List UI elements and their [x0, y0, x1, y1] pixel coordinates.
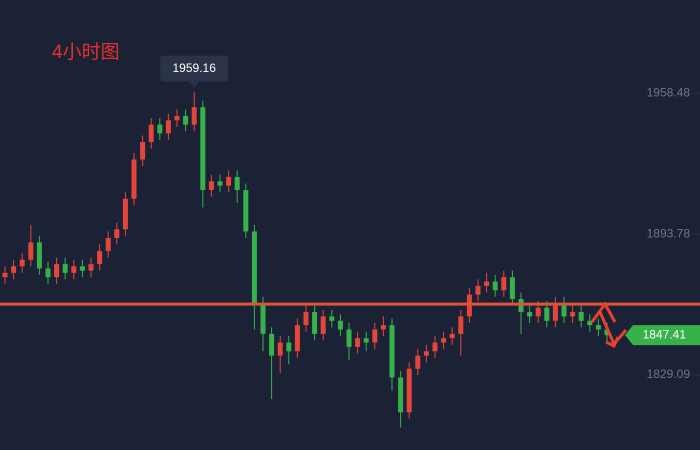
candle-body	[28, 242, 34, 260]
candle-body	[458, 316, 464, 334]
candle-body	[544, 307, 550, 321]
candle-body	[131, 159, 137, 199]
candle-body	[148, 124, 154, 143]
tooltip-box	[160, 55, 229, 82]
candle-body	[140, 142, 146, 160]
candle-body	[561, 303, 567, 317]
candle-body	[79, 266, 85, 271]
candle-body	[595, 325, 601, 330]
candle-body	[535, 307, 541, 317]
candle-body	[415, 355, 421, 369]
candle-body	[604, 329, 610, 336]
candle-body	[303, 312, 309, 326]
candle-body	[492, 281, 498, 291]
candle-body	[552, 303, 558, 321]
arrow-annotation	[590, 301, 628, 349]
candle-body	[372, 329, 378, 343]
candle-body	[406, 368, 412, 413]
candle-body	[578, 312, 584, 321]
candle-body	[105, 237, 111, 252]
candle-body	[114, 229, 120, 238]
candle-body	[587, 320, 593, 326]
y-tick-label: 1958.48	[647, 85, 691, 99]
peak-label: 1959.16	[173, 61, 217, 75]
candle-body	[122, 198, 128, 230]
candle-body	[260, 303, 266, 334]
candle-body	[355, 338, 361, 347]
candle-body	[286, 342, 292, 352]
candle-body	[277, 342, 283, 356]
candle-body	[36, 242, 42, 269]
candle-body	[234, 176, 240, 191]
candle-body	[208, 181, 214, 191]
candle-body	[226, 176, 232, 186]
candle-body	[191, 107, 197, 125]
tooltip-pointer	[189, 81, 200, 88]
last-price-label: 1847.41	[643, 327, 687, 341]
candle-body	[62, 264, 68, 273]
y-tick-label: 1893.78	[647, 226, 691, 240]
candle-body	[71, 266, 77, 273]
candle-body	[527, 312, 533, 317]
candle-body	[217, 181, 223, 186]
candle-body	[243, 190, 249, 232]
candle-body	[329, 316, 335, 321]
candle-body	[363, 338, 369, 343]
candle-body	[165, 120, 171, 134]
candle-body	[398, 377, 404, 413]
candle-body	[509, 277, 515, 299]
candle-body	[475, 285, 481, 295]
chart-title: 4小时图	[52, 41, 120, 63]
candle-body	[251, 231, 257, 304]
candle-body	[449, 333, 455, 339]
candle-body	[88, 264, 94, 271]
y-tick-label: 1829.09	[647, 367, 691, 381]
candle-body	[484, 281, 490, 286]
candle-body	[432, 342, 438, 352]
candle-body	[19, 259, 25, 267]
candle-body	[320, 316, 326, 334]
candle-body	[294, 325, 300, 352]
candle-body	[346, 329, 352, 347]
candle-body	[54, 264, 60, 278]
candle-body	[380, 325, 386, 330]
candle-body	[337, 320, 343, 330]
candle-body	[157, 124, 163, 134]
candle-body	[441, 338, 447, 343]
candle-body	[2, 272, 8, 278]
candle-body	[174, 115, 180, 121]
candle-body	[11, 266, 17, 273]
candle-body	[389, 325, 395, 378]
price-tag	[625, 325, 700, 346]
candle-body	[97, 251, 103, 265]
candle-body	[45, 268, 51, 278]
candle-body	[423, 351, 429, 356]
candle-body	[183, 115, 189, 125]
candle-body	[269, 333, 275, 356]
candle-body	[570, 312, 576, 317]
candle-body	[312, 312, 318, 334]
candle-body	[501, 277, 507, 291]
candle-body	[200, 107, 206, 191]
